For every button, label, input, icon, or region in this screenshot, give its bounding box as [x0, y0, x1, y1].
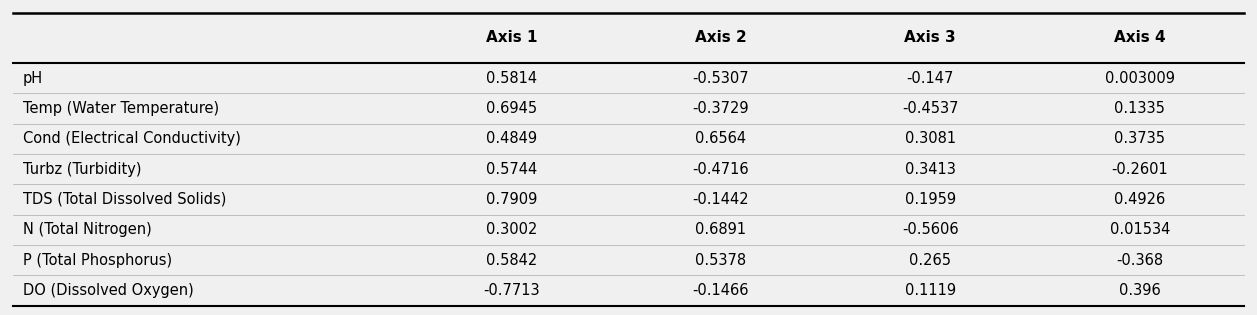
- Text: Axis 3: Axis 3: [905, 30, 957, 45]
- Text: TDS (Total Dissolved Solids): TDS (Total Dissolved Solids): [23, 192, 226, 207]
- Text: 0.5814: 0.5814: [486, 71, 537, 86]
- Text: DO (Dissolved Oxygen): DO (Dissolved Oxygen): [23, 283, 194, 298]
- Text: P (Total Phosphorus): P (Total Phosphorus): [23, 253, 172, 267]
- Text: -0.1442: -0.1442: [693, 192, 749, 207]
- Text: 0.1335: 0.1335: [1114, 101, 1165, 116]
- Text: Temp (Water Temperature): Temp (Water Temperature): [23, 101, 219, 116]
- Text: 0.5842: 0.5842: [486, 253, 537, 267]
- Text: 0.4926: 0.4926: [1114, 192, 1165, 207]
- Text: 0.4849: 0.4849: [486, 131, 537, 146]
- Text: 0.6564: 0.6564: [695, 131, 747, 146]
- Text: 0.396: 0.396: [1119, 283, 1160, 298]
- Text: -0.4537: -0.4537: [903, 101, 959, 116]
- Text: Turbz (Turbidity): Turbz (Turbidity): [23, 162, 141, 177]
- Text: N (Total Nitrogen): N (Total Nitrogen): [23, 222, 151, 237]
- Text: 0.003009: 0.003009: [1105, 71, 1175, 86]
- Text: -0.2601: -0.2601: [1111, 162, 1168, 177]
- Text: 0.6945: 0.6945: [486, 101, 537, 116]
- Text: -0.1466: -0.1466: [693, 283, 749, 298]
- Text: -0.4716: -0.4716: [693, 162, 749, 177]
- Text: -0.5307: -0.5307: [693, 71, 749, 86]
- Text: -0.7713: -0.7713: [483, 283, 539, 298]
- Text: 0.6891: 0.6891: [695, 222, 747, 237]
- Text: 0.7909: 0.7909: [485, 192, 537, 207]
- Text: 0.5378: 0.5378: [695, 253, 747, 267]
- Text: -0.368: -0.368: [1116, 253, 1163, 267]
- Text: -0.147: -0.147: [906, 71, 954, 86]
- Text: 0.5744: 0.5744: [486, 162, 537, 177]
- Text: 0.01534: 0.01534: [1110, 222, 1170, 237]
- Text: 0.3735: 0.3735: [1114, 131, 1165, 146]
- Text: 0.1959: 0.1959: [905, 192, 955, 207]
- Text: -0.3729: -0.3729: [693, 101, 749, 116]
- Text: Cond (Electrical Conductivity): Cond (Electrical Conductivity): [23, 131, 240, 146]
- Text: -0.5606: -0.5606: [903, 222, 959, 237]
- Text: Axis 2: Axis 2: [695, 30, 747, 45]
- Text: 0.3413: 0.3413: [905, 162, 955, 177]
- Text: 0.1119: 0.1119: [905, 283, 955, 298]
- Text: 0.3002: 0.3002: [485, 222, 537, 237]
- Text: Axis 1: Axis 1: [485, 30, 537, 45]
- Text: Axis 4: Axis 4: [1114, 30, 1165, 45]
- Text: pH: pH: [23, 71, 43, 86]
- Text: 0.265: 0.265: [909, 253, 952, 267]
- Text: 0.3081: 0.3081: [905, 131, 955, 146]
